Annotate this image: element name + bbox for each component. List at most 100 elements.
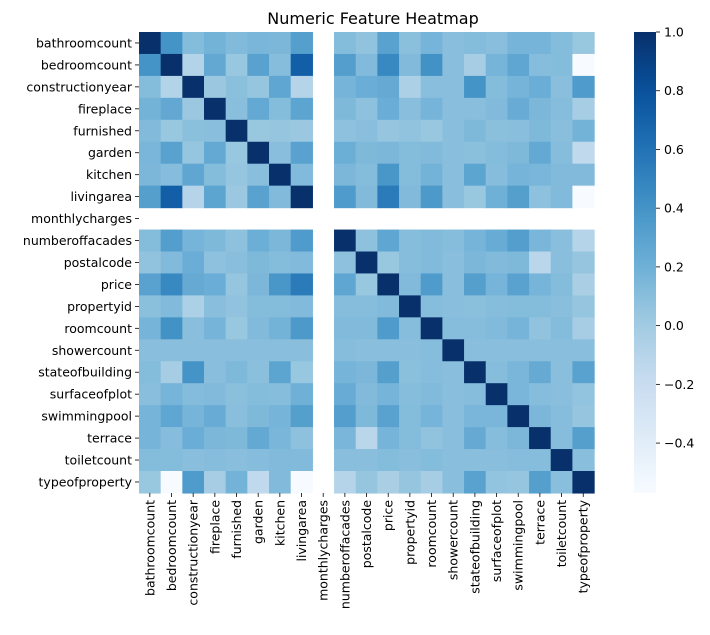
heatmap-cell [160, 339, 183, 362]
heatmap-cell [334, 251, 357, 275]
heatmap-cell [290, 339, 313, 362]
heatmap-cell [204, 251, 227, 275]
heatmap-cell [485, 449, 508, 472]
heatmap-cell [399, 32, 422, 55]
heatmap-cell [160, 185, 183, 209]
heatmap-cell [334, 97, 357, 121]
x-tick-label: fireplace [207, 500, 222, 554]
heatmap-cell [377, 119, 400, 143]
heatmap-cell [269, 251, 292, 275]
heatmap-cell [464, 163, 487, 187]
heatmap-cell [334, 273, 357, 296]
heatmap-cell [247, 141, 270, 165]
heatmap-cell [550, 97, 573, 121]
heatmap-cell [550, 32, 573, 55]
heatmap-cell [464, 53, 487, 77]
heatmap-cell [550, 317, 573, 340]
heatmap-cell [420, 185, 443, 209]
heatmap-cell [290, 32, 313, 55]
heatmap-cell [485, 229, 508, 253]
heatmap-cell [399, 185, 422, 209]
heatmap-cell [204, 185, 227, 209]
heatmap-cell [269, 119, 292, 143]
heatmap-cell [355, 163, 378, 187]
heatmap-cell [550, 251, 573, 275]
heatmap-cell [204, 273, 227, 296]
heatmap-cell [550, 141, 573, 165]
heatmap-cell [550, 339, 573, 362]
heatmap-cell [269, 163, 292, 187]
heatmap-cell [290, 163, 313, 187]
heatmap-cell [269, 53, 292, 77]
heatmap-cell [160, 229, 183, 253]
heatmap-cell [269, 405, 292, 428]
heatmap-cell [572, 75, 595, 99]
heatmap-cell [399, 405, 422, 428]
heatmap-cell [139, 97, 162, 121]
x-tick-label: livingarea [294, 500, 309, 562]
heatmap-cell [247, 251, 270, 275]
heatmap-cell [485, 163, 508, 187]
heatmap-cell [355, 141, 378, 165]
x-tick-label: price [381, 500, 396, 531]
heatmap-cell [225, 97, 248, 121]
heatmap-cell [464, 405, 487, 428]
y-tick-label: furnished [73, 123, 132, 138]
heatmap-cell [529, 405, 552, 428]
heatmap-cell [269, 75, 292, 99]
heatmap-cell [269, 32, 292, 55]
heatmap-cell [377, 339, 400, 362]
heatmap-cell [442, 97, 465, 121]
heatmap-cell [550, 361, 573, 384]
heatmap-cell [550, 295, 573, 318]
heatmap-cell [507, 471, 530, 494]
heatmap-cell [269, 427, 292, 450]
heatmap-cell [529, 273, 552, 296]
heatmap-cell [225, 471, 248, 494]
heatmap-cell [182, 339, 205, 362]
heatmap-cell [464, 141, 487, 165]
heatmap-cell [464, 229, 487, 253]
heatmap-cell [485, 361, 508, 384]
heatmap-cell [420, 383, 443, 406]
heatmap-cell [399, 361, 422, 384]
heatmap-cell [182, 229, 205, 253]
heatmap-cell [204, 53, 227, 77]
heatmap-cell [269, 229, 292, 253]
heatmap-cell [204, 32, 227, 55]
heatmap-cell [160, 405, 183, 428]
x-tick-label: showercount [446, 500, 461, 580]
heatmap-cell [225, 75, 248, 99]
heatmap-cell [334, 427, 357, 450]
heatmap-cell [269, 141, 292, 165]
heatmap-cell [290, 449, 313, 472]
heatmap-cell [442, 317, 465, 340]
heatmap-cell [334, 449, 357, 472]
x-tick-label: furnished [229, 500, 244, 559]
heatmap-cell [182, 75, 205, 99]
heatmap-cell [247, 295, 270, 318]
heatmap-cell [550, 273, 573, 296]
heatmap-cell [160, 75, 183, 99]
heatmap-cell [269, 273, 292, 296]
heatmap-cell [377, 317, 400, 340]
heatmap-cell [247, 185, 270, 209]
y-tick-label: kitchen [86, 167, 132, 182]
x-tick-label: bedroomcount [164, 500, 179, 591]
heatmap-cell [485, 53, 508, 77]
heatmap-cell [139, 229, 162, 253]
heatmap-cell [550, 75, 573, 99]
heatmap-cell [485, 339, 508, 362]
heatmap-cell [485, 427, 508, 450]
heatmap-cell [377, 449, 400, 472]
heatmap-cell [139, 119, 162, 143]
heatmap-cell [182, 97, 205, 121]
heatmap-cell [572, 339, 595, 362]
heatmap-cell [485, 97, 508, 121]
x-tick-label: swimmingpool [511, 500, 526, 591]
heatmap-cell [572, 471, 595, 494]
heatmap-cell [247, 383, 270, 406]
heatmap-cell [529, 119, 552, 143]
heatmap-cell [507, 163, 530, 187]
x-tick-label: roomcount [424, 500, 439, 568]
